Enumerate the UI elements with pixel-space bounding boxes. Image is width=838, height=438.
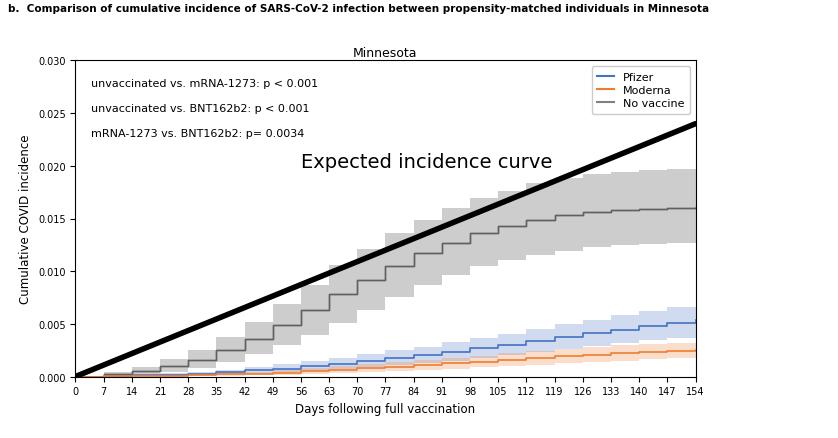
Text: Expected incidence curve: Expected incidence curve — [301, 153, 552, 172]
Text: b.  Comparison of cumulative incidence of SARS-CoV-2 infection between propensit: b. Comparison of cumulative incidence of… — [8, 4, 710, 14]
Legend: Pfizer, Moderna, No vaccine: Pfizer, Moderna, No vaccine — [592, 67, 690, 114]
Text: mRNA-1273 vs. BNT162b2: p= 0.0034: mRNA-1273 vs. BNT162b2: p= 0.0034 — [91, 129, 304, 139]
Text: unvaccinated vs. mRNA-1273: p < 0.001: unvaccinated vs. mRNA-1273: p < 0.001 — [91, 79, 318, 88]
Y-axis label: Cumulative COVID incidence: Cumulative COVID incidence — [19, 134, 33, 304]
Text: unvaccinated vs. BNT162b2: p < 0.001: unvaccinated vs. BNT162b2: p < 0.001 — [91, 104, 309, 114]
Title: Minnesota: Minnesota — [354, 47, 417, 60]
X-axis label: Days following full vaccination: Days following full vaccination — [296, 402, 475, 415]
